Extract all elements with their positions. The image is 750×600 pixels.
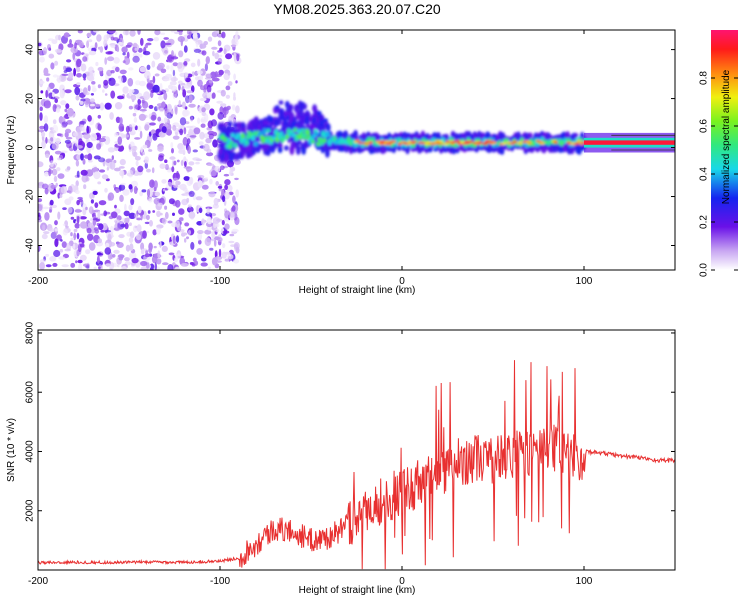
spectrogram-ytick-label: -20: [25, 189, 36, 204]
spectrogram-xtick-label: -100: [210, 276, 230, 287]
colorbar-tick-label: 0.4: [699, 167, 710, 181]
figure-title: YM08.2025.363.20.07.C20: [273, 1, 441, 17]
colorbar-bar: [711, 30, 738, 270]
snr-xlabel: Height of straight line (km): [299, 585, 416, 596]
spectrogram-signal-band: [217, 100, 587, 164]
spectrogram-ylabel: Frequency (Hz): [6, 116, 17, 185]
colorbar-tick-label: 0.2: [699, 215, 710, 229]
snr-ytick-label: 4000: [25, 440, 36, 463]
spectrogram-xtick-label: -200: [28, 276, 48, 287]
snr-xtick-label: 0: [399, 576, 405, 587]
spectrogram-tail-band: [584, 132, 675, 153]
spectrogram-content: [38, 30, 675, 270]
snr-xtick-label: 100: [576, 576, 593, 587]
spectrogram-ytick-label: 40: [25, 44, 36, 56]
snr-ticks: -200 -100 0 100 2000 4000 6000 8000: [25, 321, 675, 587]
snr-content: [38, 360, 675, 570]
colorbar-tick-label: 0.0: [699, 263, 710, 277]
snr-series-line: [38, 360, 675, 570]
snr-ytick-label: 6000: [25, 381, 36, 404]
snr-panel: -200 -100 0 100 2000 4000 6000 8000 Height of s…: [6, 321, 676, 596]
colorbar-ticks: 0.0 0.2 0.4 0.6 0.8: [699, 71, 738, 277]
snr-ytick-label: 2000: [25, 499, 36, 522]
snr-xtick-label: -200: [28, 576, 48, 587]
spectrogram-xtick-label: 100: [576, 276, 593, 287]
spectrogram-ytick-label: 20: [25, 93, 36, 105]
spectrogram-ytick-label: 0: [25, 144, 36, 150]
spectrogram-ytick-label: -40: [25, 238, 36, 253]
snr-frame: [37, 329, 676, 571]
snr-xtick-label: -100: [210, 576, 230, 587]
spectrogram-frame: [37, 29, 676, 271]
colorbar-tick-label: 0.8: [699, 71, 710, 85]
colorbar: 0.0 0.2 0.4 0.6 0.8 Normalized spectral ampl…: [699, 30, 738, 277]
spectrogram-xtick-label: 0: [399, 276, 405, 287]
snr-ylabel: SNR (10 * v/v): [6, 418, 17, 482]
colorbar-tick-label: 0.6: [699, 119, 710, 133]
snr-ytick-label: 8000: [25, 321, 36, 344]
colorbar-label: Normalized spectral amplitude: [721, 69, 732, 204]
spectrogram-xlabel: Height of straight line (km): [299, 285, 416, 296]
